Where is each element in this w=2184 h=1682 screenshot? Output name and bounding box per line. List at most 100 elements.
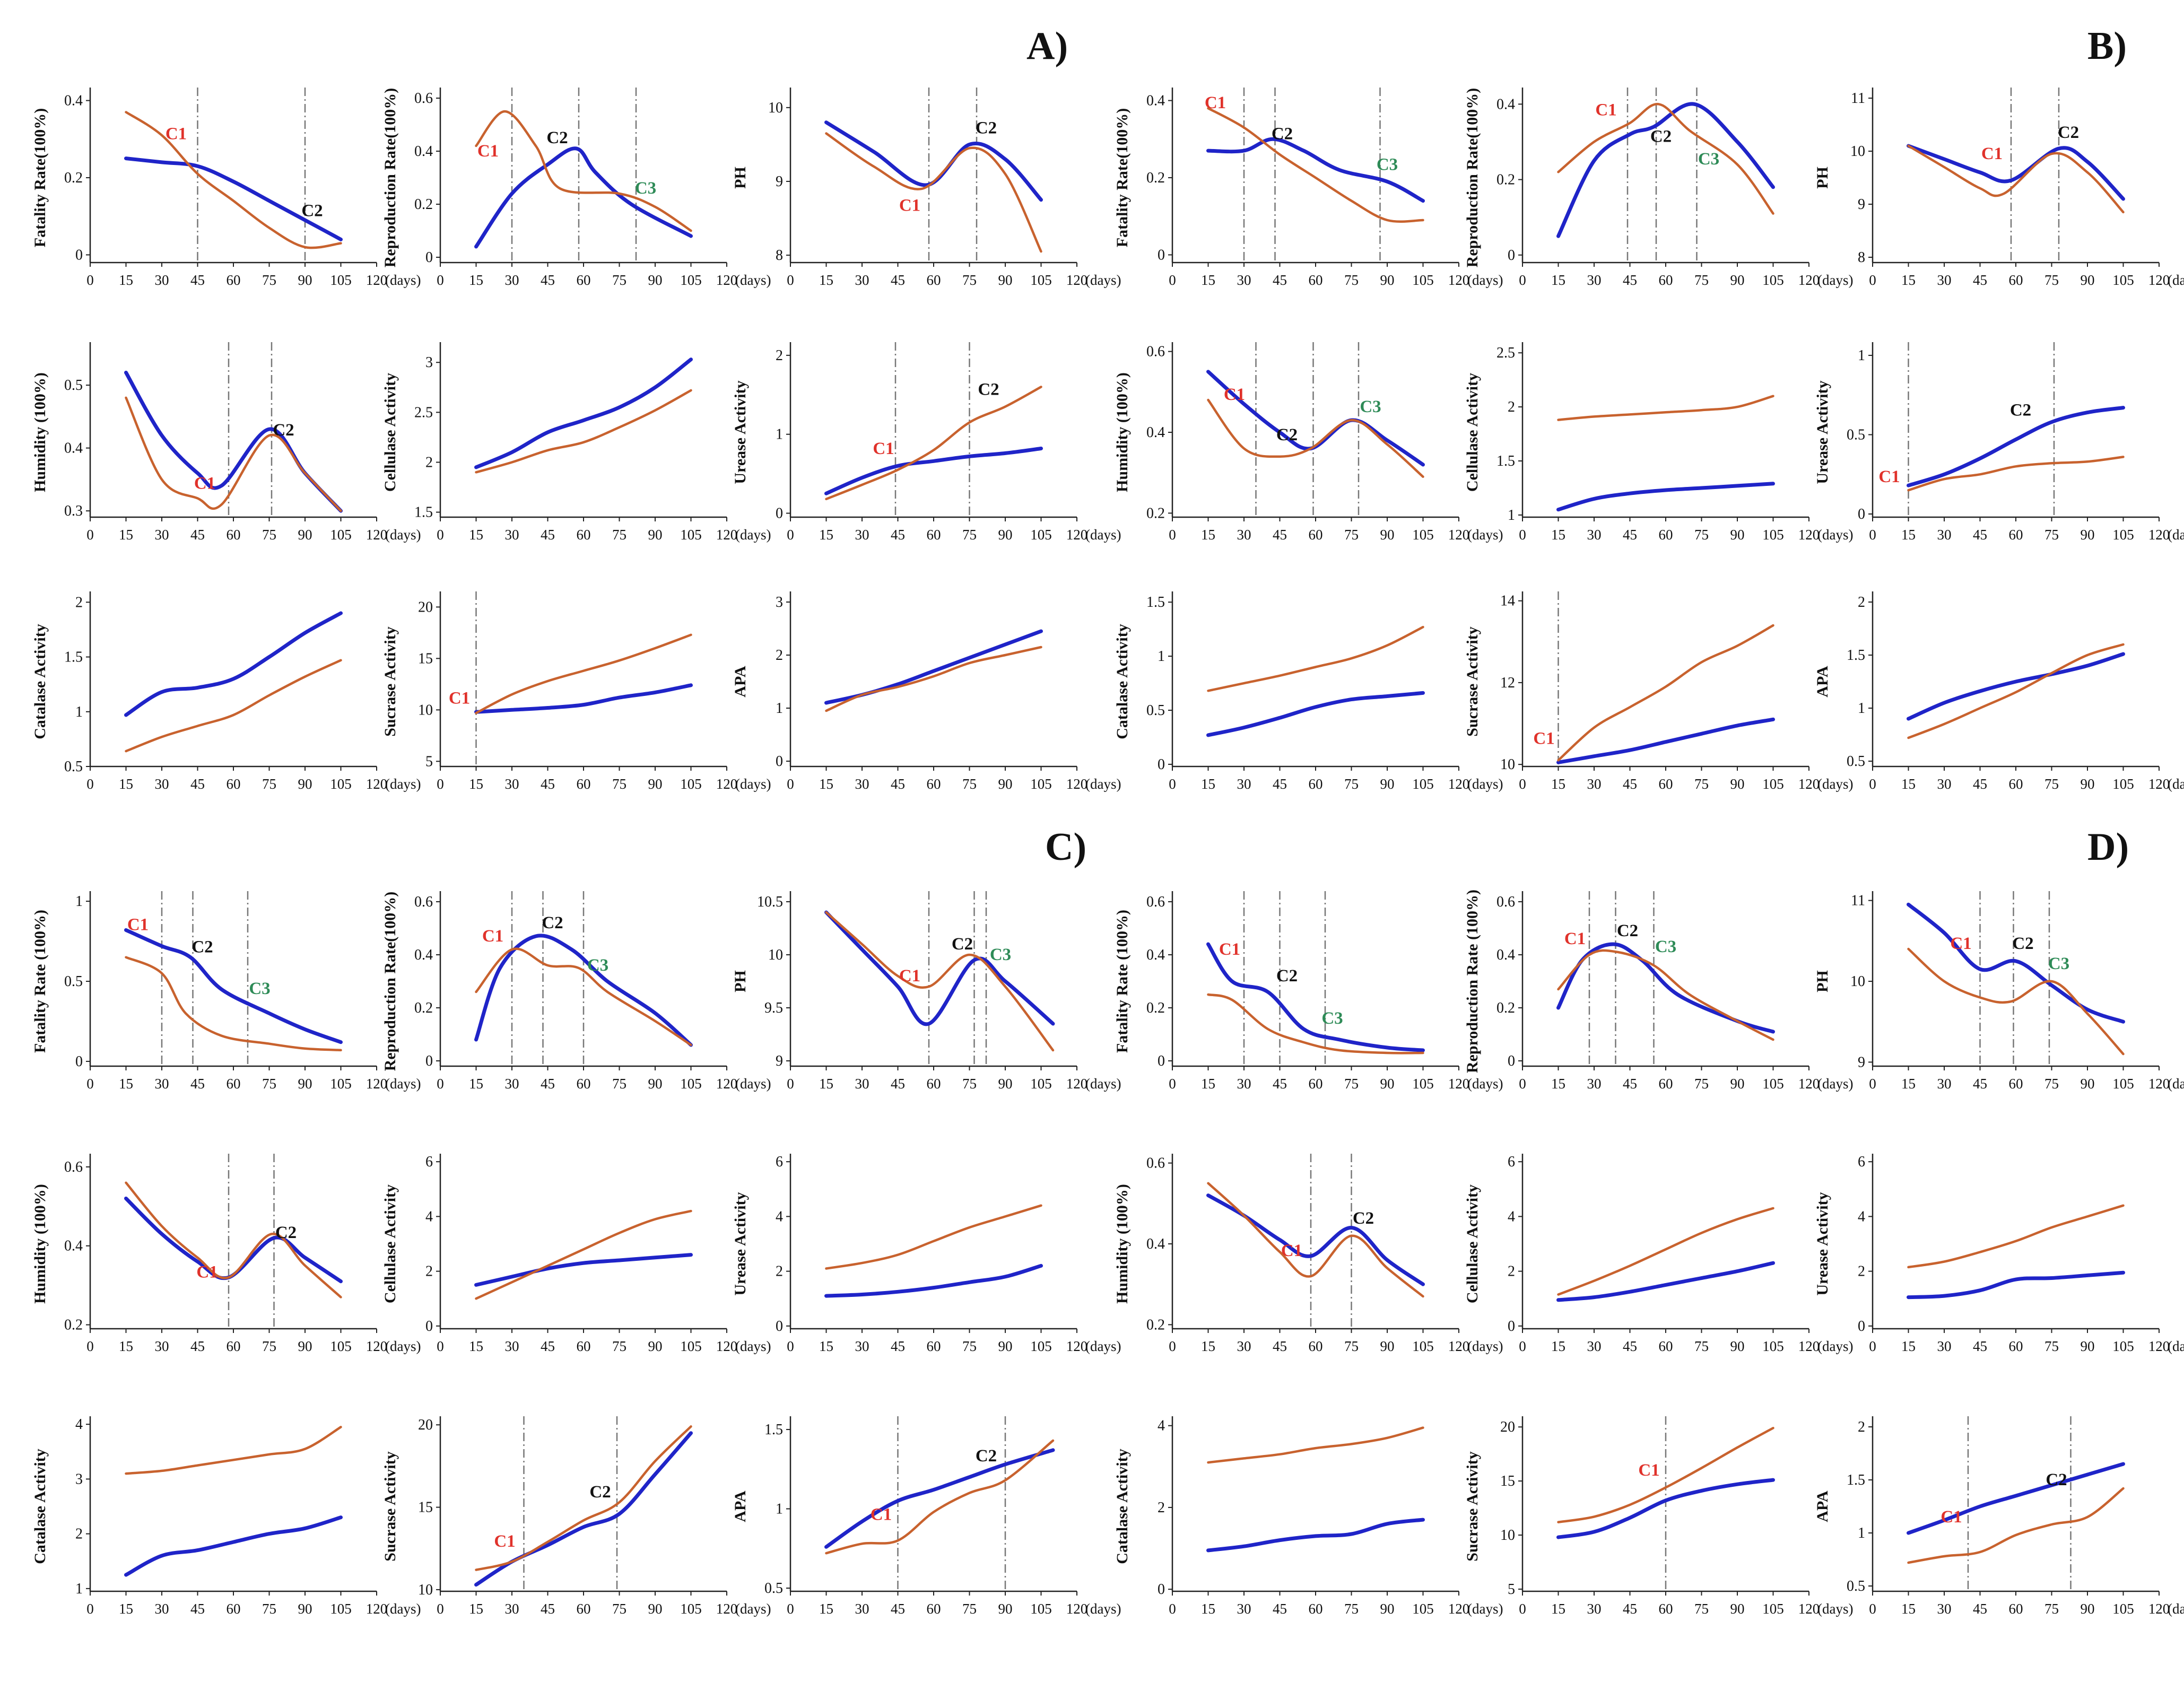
x-tick-label: 45 xyxy=(891,1601,905,1617)
subplot-20: 0 15 30 45 60 75 90 105 120(days)00.20.40.6Repro… xyxy=(381,891,771,1092)
x-tick-label: 45 xyxy=(1973,776,1987,792)
y-axis-label: Fatality Rate(100%) xyxy=(1113,108,1131,247)
y-axis-label: Sucrase Activity xyxy=(381,626,399,736)
x-tick-label: 120 xyxy=(366,1601,388,1617)
x-tick-label: 30 xyxy=(855,776,869,792)
x-tick-label: 105 xyxy=(330,272,352,288)
x-tick-label: 60 xyxy=(1309,1338,1323,1354)
y-tick-label: 2 xyxy=(776,347,783,364)
x-tick-label: 75 xyxy=(612,272,627,288)
y-tick-label: 1 xyxy=(1858,347,1865,364)
y-axis-label: Catalase Activity xyxy=(31,1449,49,1564)
y-tick-label: 0.2 xyxy=(64,170,83,186)
y-tick-label: 0.5 xyxy=(764,1580,783,1597)
x-tick-label: 120 xyxy=(716,1601,738,1617)
x-tick-label: 60 xyxy=(227,527,241,543)
series-line-orange xyxy=(1557,103,1774,215)
y-tick-label: 2 xyxy=(1158,1500,1165,1516)
y-tick-label: 1 xyxy=(1858,1525,1865,1541)
x-tick-label: 0 xyxy=(437,1338,444,1354)
y-axis-label: Fatality Rate (100%) xyxy=(31,910,49,1053)
y-tick-label: 10 xyxy=(418,1582,433,1598)
x-tick-label: 30 xyxy=(855,1076,869,1092)
y-axis-label: APA xyxy=(732,1491,749,1522)
x-tick-label: 60 xyxy=(577,1076,591,1092)
annotation-c1: C1 xyxy=(1564,929,1586,948)
x-tick-label: 105 xyxy=(680,776,702,792)
x-tick-label: 0 xyxy=(787,1076,794,1092)
x-tick-label: 30 xyxy=(155,1338,169,1354)
series-line-orange xyxy=(475,947,692,1047)
x-tick-label: 30 xyxy=(1937,527,1952,543)
subplot-35: 0 15 30 45 60 75 90 105 120(days)5101520Sucrase … xyxy=(1464,1416,1853,1617)
x-tick-label: 15 xyxy=(119,1076,133,1092)
x-tick-label: 15 xyxy=(1551,272,1565,288)
series-line-blue xyxy=(1556,942,1775,1034)
annotation-c2: C2 xyxy=(1276,425,1298,445)
y-axis-label: Cellulase Activity xyxy=(1464,1184,1481,1303)
x-tick-label: 0 xyxy=(437,1601,444,1617)
x-tick-label: 75 xyxy=(962,527,977,543)
x-tick-label: 75 xyxy=(2044,1601,2059,1617)
series-line-orange xyxy=(825,646,1042,712)
annotation-c3: C3 xyxy=(249,979,270,998)
x-tick-label: 30 xyxy=(1237,272,1251,288)
x-tick-label: 75 xyxy=(2044,1076,2059,1092)
series-line-orange xyxy=(1907,1487,2125,1564)
annotation-c1: C1 xyxy=(449,689,470,708)
annotation-c2: C2 xyxy=(978,380,999,399)
series-line-orange xyxy=(1207,1426,1424,1464)
x-tick-label: 75 xyxy=(962,272,977,288)
x-tick-label: 90 xyxy=(648,1076,663,1092)
x-tick-label: 75 xyxy=(1344,776,1359,792)
y-tick-label: 1 xyxy=(75,1581,83,1597)
x-unit-label: (days) xyxy=(1467,527,1503,543)
y-tick-label: 0.2 xyxy=(1146,505,1165,521)
x-tick-label: 45 xyxy=(891,272,905,288)
x-tick-label: 105 xyxy=(1412,527,1434,543)
series-line-blue xyxy=(124,928,343,1044)
x-tick-label: 105 xyxy=(1412,776,1434,792)
x-unit-label: (days) xyxy=(1817,1076,1853,1092)
annotation-c1: C1 xyxy=(1950,934,1971,953)
subplot-10: 0 15 30 45 60 75 90 105 120(days) 0 0.2 0.4 Fatality… xyxy=(1113,88,1503,288)
y-tick-label: 0.4 xyxy=(64,93,83,109)
y-tick-label: 0.4 xyxy=(1146,424,1165,441)
x-tick-label: 90 xyxy=(648,527,663,543)
y-tick-label: 10 xyxy=(768,947,783,963)
x-tick-label: 15 xyxy=(119,1338,133,1354)
y-tick-label: 5 xyxy=(1508,1581,1515,1598)
x-tick-label: 105 xyxy=(1412,1076,1434,1092)
x-tick-label: 60 xyxy=(1659,1601,1673,1617)
y-tick-label: 0 xyxy=(425,1318,433,1335)
x-tick-label: 45 xyxy=(891,776,905,792)
x-tick-label: 75 xyxy=(2044,1338,2059,1354)
y-tick-label: 0.3 xyxy=(64,503,83,519)
y-tick-label: 6 xyxy=(776,1154,783,1170)
y-tick-label: 4 xyxy=(1858,1208,1865,1225)
x-tick-label: 75 xyxy=(1344,1601,1359,1617)
x-tick-label: 90 xyxy=(998,272,1013,288)
x-unit-label: (days) xyxy=(735,1076,771,1092)
annotation-c1: C1 xyxy=(166,124,187,143)
y-tick-label: 0 xyxy=(776,753,783,770)
x-tick-label: 120 xyxy=(2148,776,2170,792)
x-tick-label: 15 xyxy=(1551,1076,1565,1092)
x-tick-label: 45 xyxy=(190,776,205,792)
subplot-4: 0 15 30 45 60 75 90 105 120(days) 0.3 0.4 0.5 Humidi… xyxy=(31,342,421,543)
x-unit-label: (days) xyxy=(1467,1338,1503,1354)
series-line-orange xyxy=(1907,1204,2125,1269)
annotation-c2: C2 xyxy=(275,1223,297,1242)
series-line-blue xyxy=(824,447,1043,495)
x-tick-label: 45 xyxy=(891,527,905,543)
x-tick-label: 105 xyxy=(2112,1601,2134,1617)
y-axis-label: APA xyxy=(732,666,749,698)
x-tick-label: 120 xyxy=(1066,1601,1088,1617)
x-tick-label: 15 xyxy=(469,527,483,543)
x-unit-label: (days) xyxy=(1085,1601,1121,1617)
x-tick-label: 60 xyxy=(1309,776,1323,792)
y-tick-label: 2 xyxy=(776,1263,783,1280)
x-tick-label: 90 xyxy=(1730,272,1745,288)
